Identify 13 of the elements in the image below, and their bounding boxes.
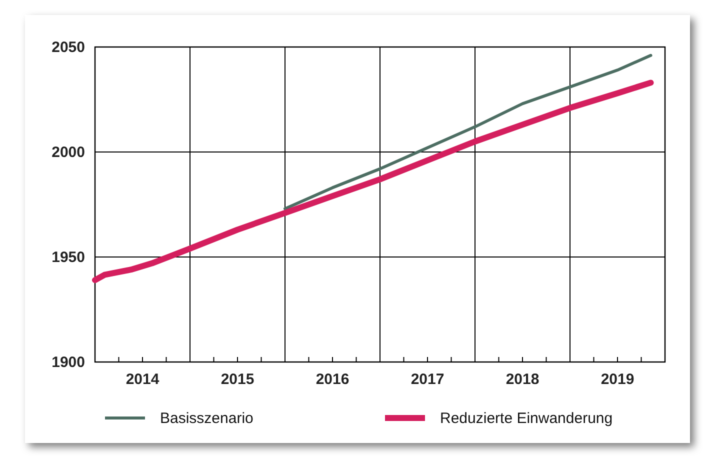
y-tick-label: 2000 (52, 144, 85, 161)
x-tick-label: 2018 (506, 371, 540, 388)
x-tick-label: 2019 (600, 371, 634, 388)
y-tick-label: 1950 (52, 249, 85, 266)
line-series (284, 54, 652, 210)
x-tick-label: 2016 (316, 371, 350, 388)
y-tick-label: 2050 (52, 39, 85, 56)
legend-label: Basisszenario (160, 410, 254, 427)
x-tick-label: 2014 (126, 371, 160, 388)
legend-label: Reduzierte Einwanderung (440, 410, 613, 427)
y-tick-label: 1900 (52, 354, 85, 371)
x-tick-label: 2015 (220, 371, 254, 388)
x-tick-label: 2017 (410, 371, 444, 388)
